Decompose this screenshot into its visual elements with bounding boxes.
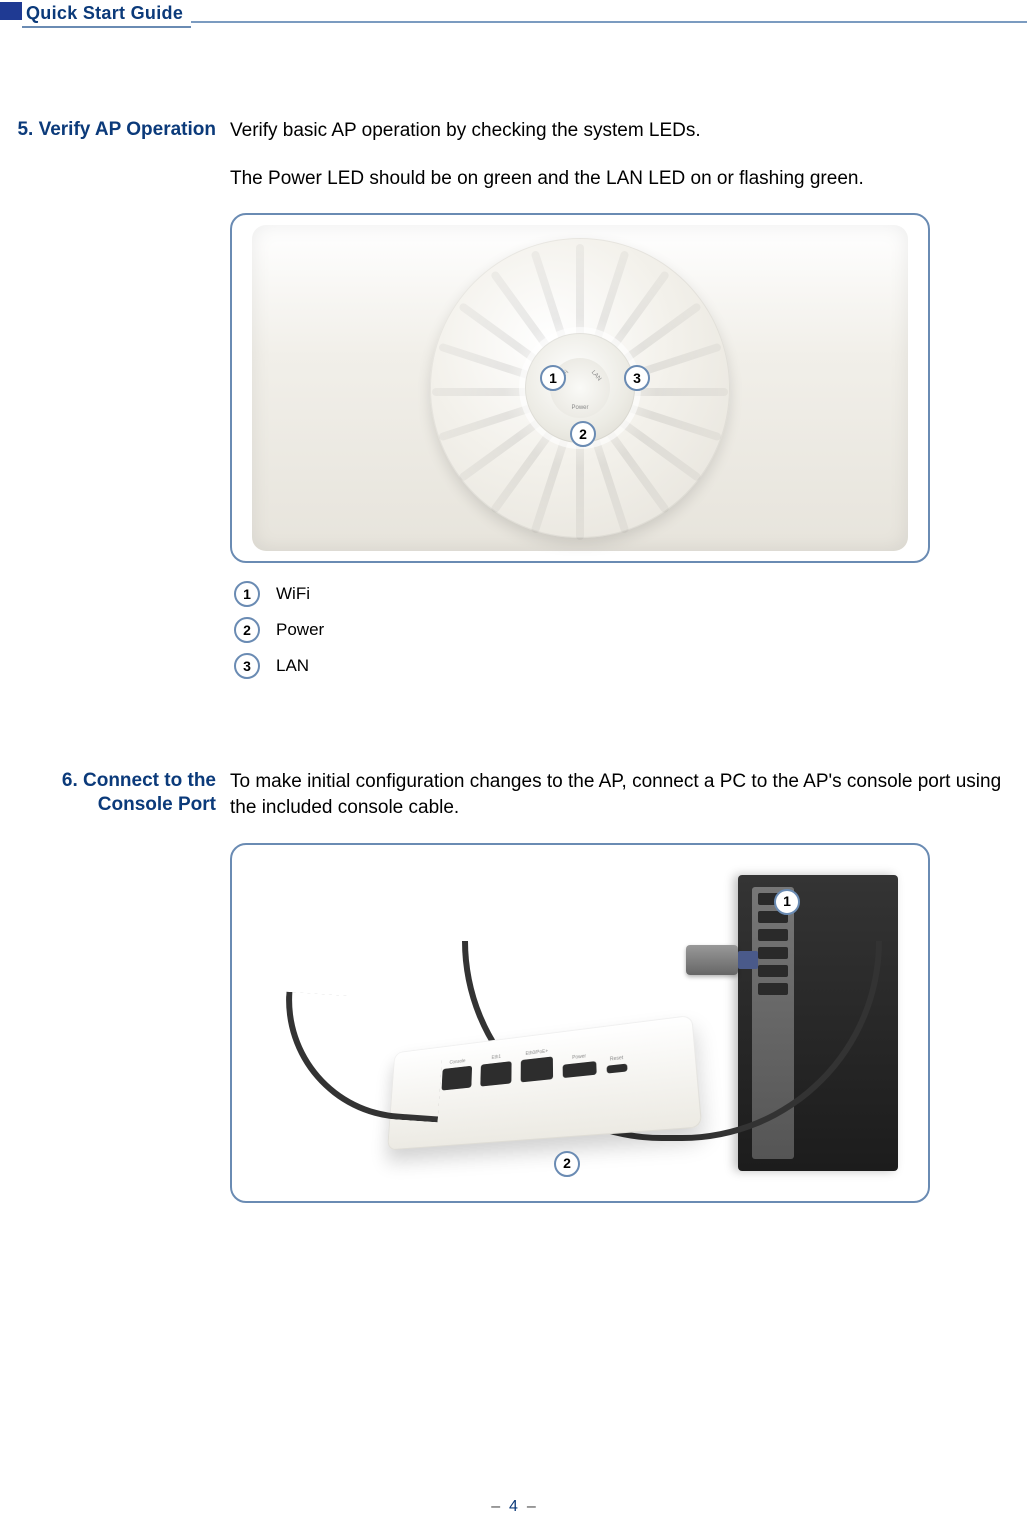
section-heading-wrap: 5. Verify AP Operation <box>12 118 230 689</box>
section-body: Verify basic AP operation by checking th… <box>230 118 1015 689</box>
section-verify-ap: 5. Verify AP Operation Verify basic AP o… <box>12 118 1015 689</box>
section-body: To make initial configuration changes to… <box>230 769 1015 1220</box>
section5-para1: Verify basic AP operation by checking th… <box>230 118 1015 144</box>
figure-legend: 1 WiFi 2 Power 3 LAN <box>234 581 1015 679</box>
rj45-jack-icon <box>442 1065 473 1090</box>
led-label-lan: LAN <box>589 369 603 383</box>
led-label-power: Power <box>571 404 588 412</box>
figure-ap-leds: WiFi LAN Power 1 2 3 <box>230 213 930 563</box>
page-dash: – <box>527 1498 536 1515</box>
port-console: Console <box>442 1057 473 1090</box>
section-console-port: 6. Connect to the Console Port To make i… <box>12 769 1015 1220</box>
header-tab <box>0 2 22 20</box>
port-power: Power <box>562 1052 596 1077</box>
port-eth1: Eth1 <box>480 1053 511 1086</box>
console-cable <box>278 991 446 1122</box>
ap-disc: WiFi LAN Power <box>430 238 730 538</box>
ap-port-row: Console Eth1 Eth0/PoE+ Power <box>442 1029 653 1090</box>
legend-label: WiFi <box>276 583 310 606</box>
section-heading-wrap: 6. Connect to the Console Port <box>12 769 230 1220</box>
port-reset: Reset <box>606 1055 627 1074</box>
dc-jack-icon <box>563 1061 597 1078</box>
section-heading: 5. Verify AP Operation <box>17 118 216 142</box>
legend-label: Power <box>276 619 324 642</box>
section5-para2: The Power LED should be on green and the… <box>230 166 1015 192</box>
ap-body: WiFi LAN Power <box>252 225 908 551</box>
legend-num-icon: 1 <box>234 581 260 607</box>
page-header: Quick Start Guide <box>0 0 1027 28</box>
header-rule <box>191 21 1027 23</box>
legend-row: 3 LAN <box>234 653 1015 679</box>
callout-1: 1 <box>774 889 800 915</box>
reset-hole-icon <box>607 1063 628 1073</box>
callout-2: 2 <box>554 1151 580 1177</box>
section6-para1: To make initial configuration changes to… <box>230 769 1015 820</box>
page-number: – 4 – <box>0 1498 1027 1516</box>
pc-port <box>758 929 788 941</box>
legend-num-icon: 2 <box>234 617 260 643</box>
rj45-jack-icon <box>480 1061 511 1086</box>
page-content: 5. Verify AP Operation Verify basic AP o… <box>0 28 1027 1221</box>
legend-row: 2 Power <box>234 617 1015 643</box>
figure-console-connection: Console Eth1 Eth0/PoE+ Power <box>230 843 930 1203</box>
section-heading: 6. Connect to the Console Port <box>12 769 216 817</box>
page-dash: – <box>491 1498 500 1515</box>
legend-label: LAN <box>276 655 309 678</box>
port-label: Reset <box>606 1055 627 1064</box>
rj45-jack-icon <box>521 1056 553 1082</box>
legend-row: 1 WiFi <box>234 581 1015 607</box>
port-eth0: Eth0/PoE+ <box>521 1048 553 1082</box>
page-number-value: 4 <box>509 1498 518 1515</box>
header-title: Quick Start Guide <box>22 1 191 28</box>
legend-num-icon: 3 <box>234 653 260 679</box>
